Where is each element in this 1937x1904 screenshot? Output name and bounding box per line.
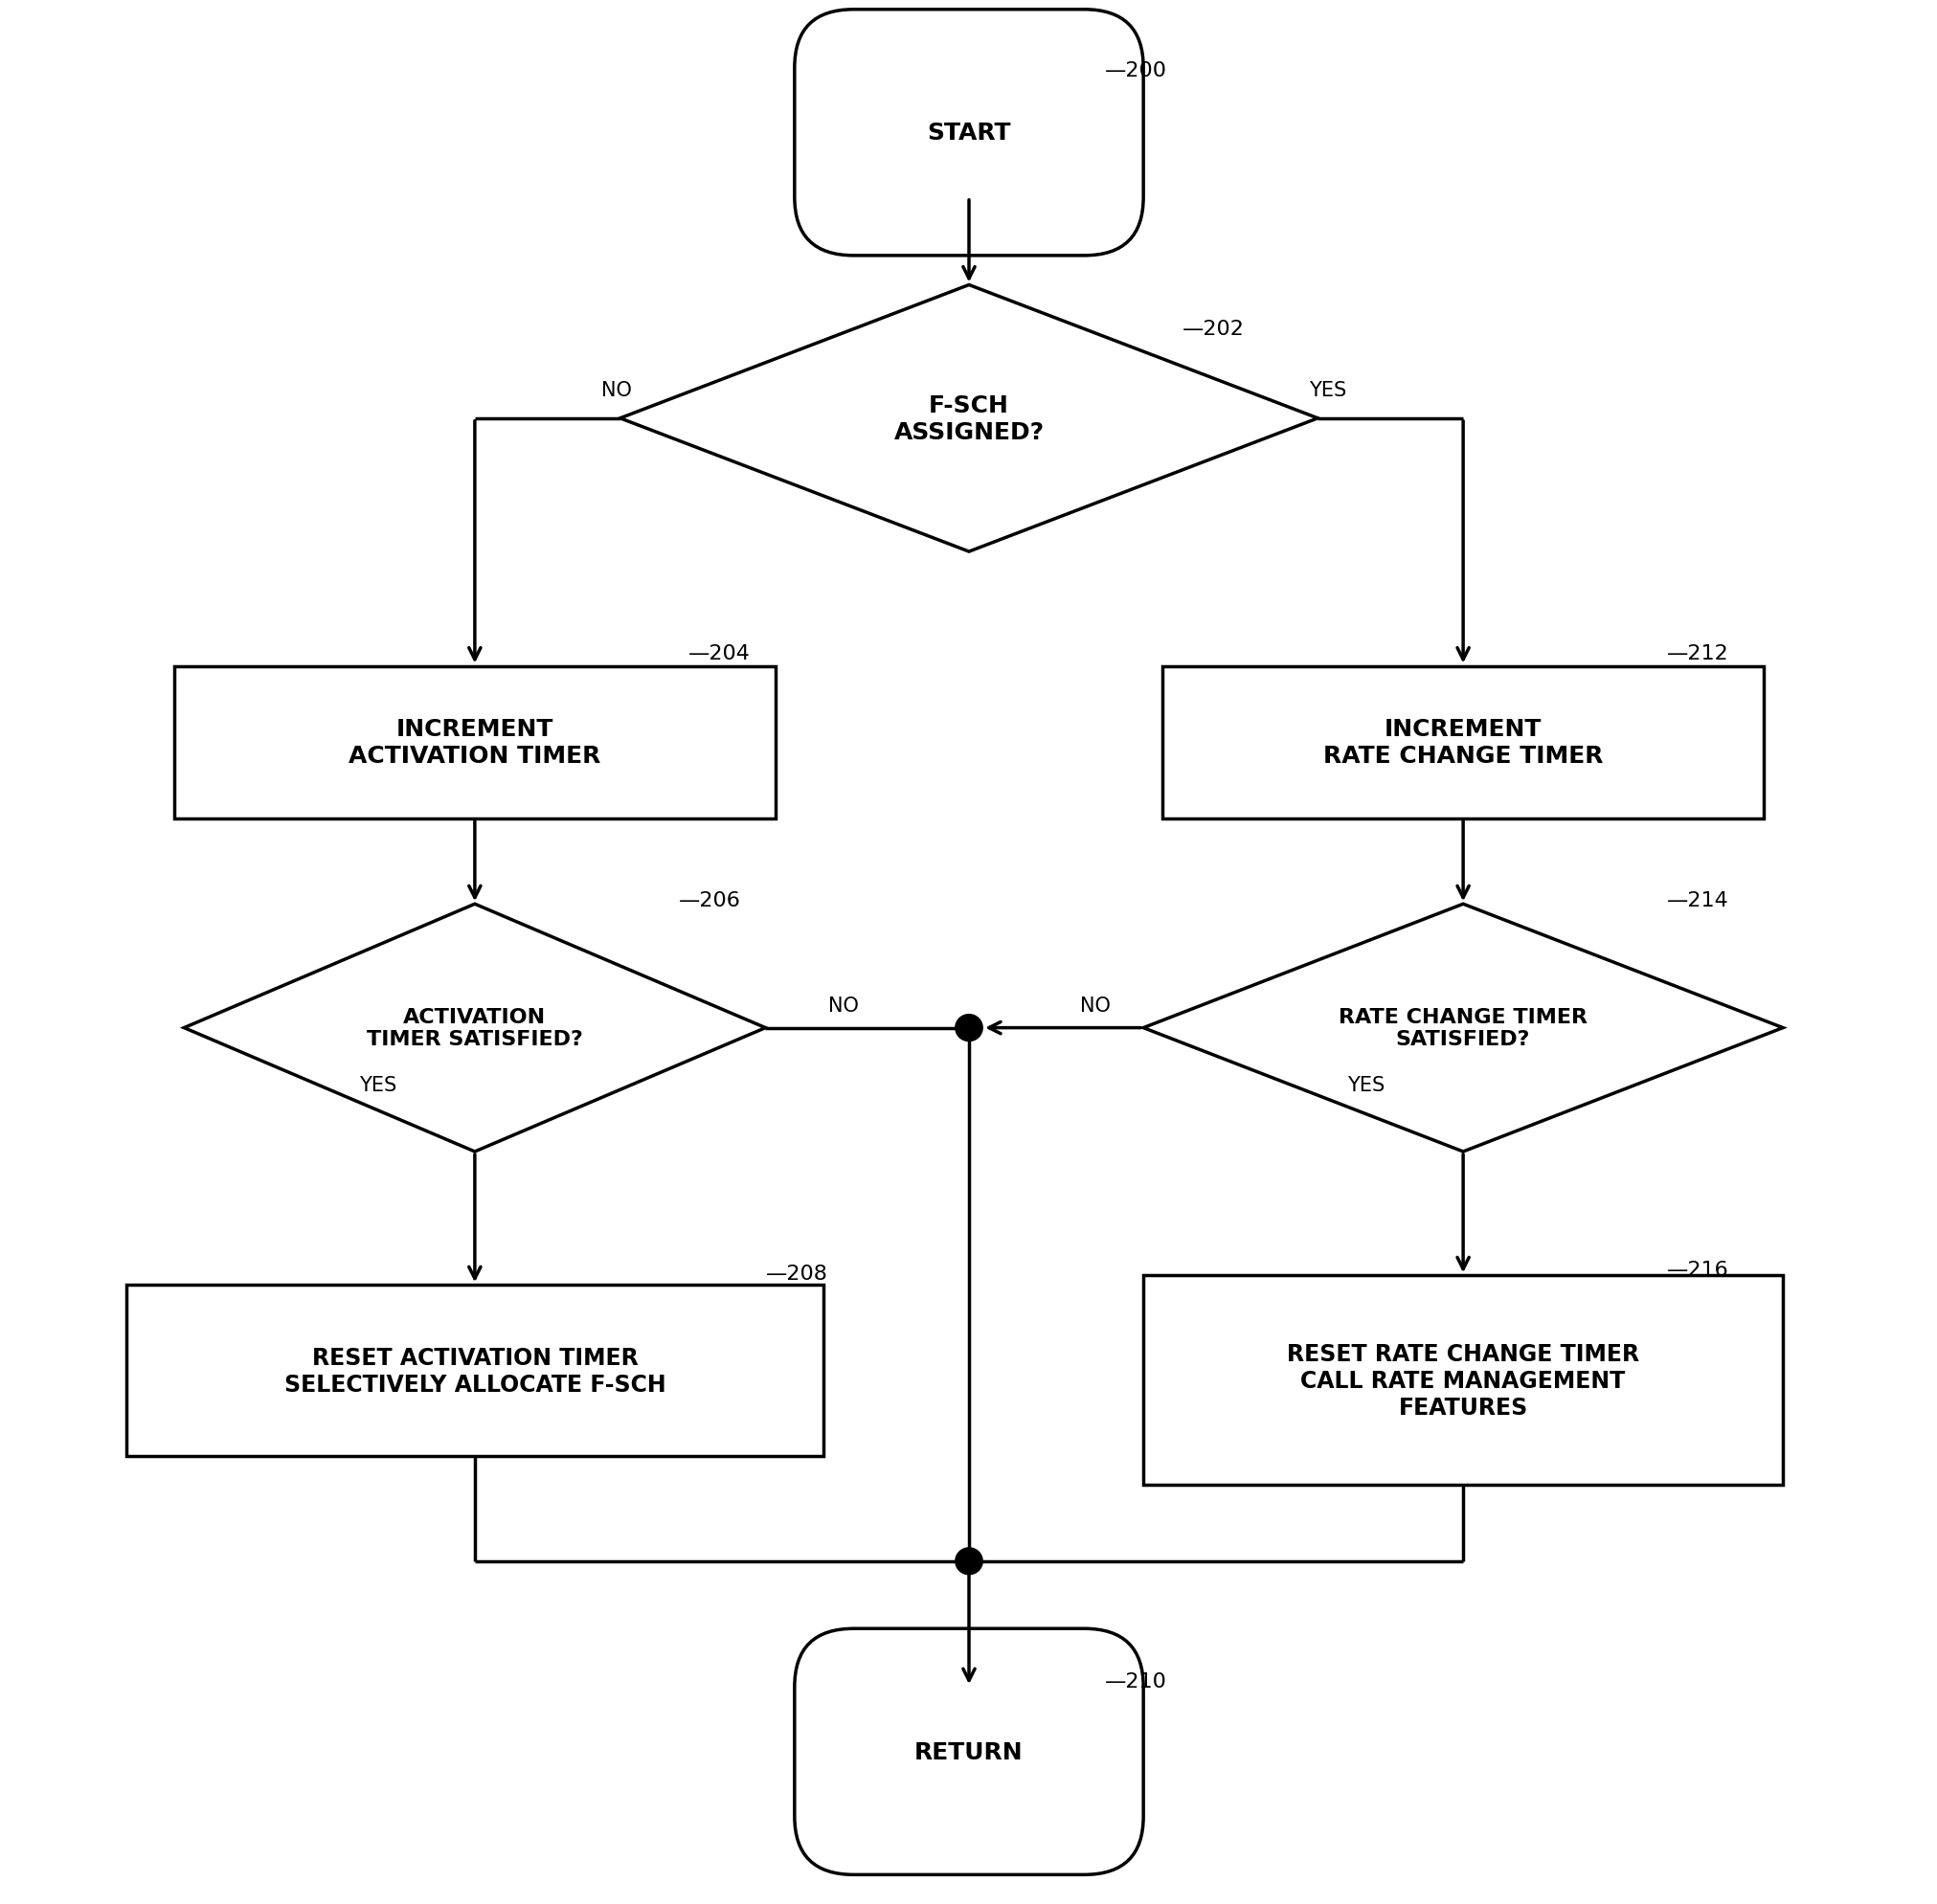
Text: YES: YES bbox=[1346, 1076, 1385, 1095]
Text: RETURN: RETURN bbox=[914, 1740, 1023, 1763]
Text: RATE CHANGE TIMER
SATISFIED?: RATE CHANGE TIMER SATISFIED? bbox=[1338, 1007, 1586, 1049]
Text: —204: —204 bbox=[688, 644, 750, 663]
Text: —200: —200 bbox=[1104, 61, 1166, 80]
Text: NO: NO bbox=[1079, 996, 1110, 1015]
Circle shape bbox=[955, 1015, 982, 1041]
Text: INCREMENT
ACTIVATION TIMER: INCREMENT ACTIVATION TIMER bbox=[349, 718, 600, 767]
Text: —214: —214 bbox=[1666, 891, 1728, 910]
Text: ACTIVATION
TIMER SATISFIED?: ACTIVATION TIMER SATISFIED? bbox=[366, 1007, 583, 1049]
Bar bbox=[1162, 666, 1763, 819]
FancyBboxPatch shape bbox=[794, 1628, 1143, 1875]
Bar bbox=[126, 1285, 823, 1457]
Text: —210: —210 bbox=[1104, 1672, 1166, 1691]
Text: —216: —216 bbox=[1666, 1260, 1728, 1279]
Text: RESET RATE CHANGE TIMER
CALL RATE MANAGEMENT
FEATURES: RESET RATE CHANGE TIMER CALL RATE MANAGE… bbox=[1286, 1342, 1639, 1418]
Text: F-SCH
ASSIGNED?: F-SCH ASSIGNED? bbox=[893, 394, 1044, 444]
Text: YES: YES bbox=[1307, 381, 1346, 400]
Polygon shape bbox=[184, 904, 765, 1152]
Text: —212: —212 bbox=[1666, 644, 1728, 663]
Bar bbox=[1143, 1276, 1782, 1485]
Polygon shape bbox=[1143, 904, 1782, 1152]
Text: NO: NO bbox=[600, 381, 631, 400]
Text: YES: YES bbox=[358, 1076, 397, 1095]
FancyBboxPatch shape bbox=[794, 10, 1143, 257]
Text: RESET ACTIVATION TIMER
SELECTIVELY ALLOCATE F-SCH: RESET ACTIVATION TIMER SELECTIVELY ALLOC… bbox=[285, 1346, 664, 1396]
Circle shape bbox=[955, 1548, 982, 1575]
Bar bbox=[174, 666, 775, 819]
Text: —208: —208 bbox=[765, 1264, 827, 1283]
Text: START: START bbox=[926, 122, 1011, 145]
Text: —206: —206 bbox=[678, 891, 740, 910]
Text: —202: —202 bbox=[1182, 320, 1244, 339]
Text: INCREMENT
RATE CHANGE TIMER: INCREMENT RATE CHANGE TIMER bbox=[1323, 718, 1602, 767]
Text: NO: NO bbox=[827, 996, 858, 1015]
Polygon shape bbox=[620, 286, 1317, 552]
